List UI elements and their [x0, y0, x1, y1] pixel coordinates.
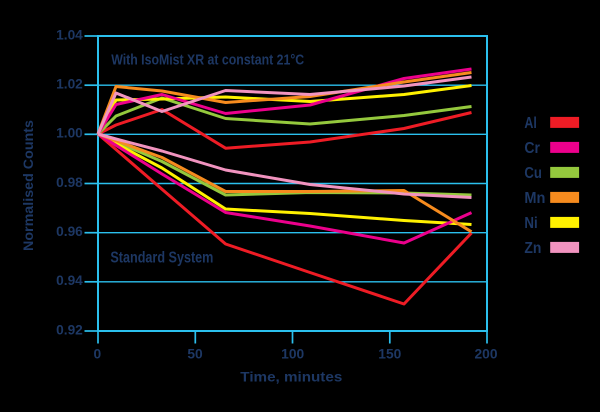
svg-text:1.04: 1.04 — [56, 27, 83, 42]
svg-text:Ni: Ni — [524, 215, 537, 232]
svg-text:150: 150 — [378, 346, 401, 361]
svg-text:With IsoMist XR at constant 21: With IsoMist XR at constant 21°C — [111, 53, 304, 69]
svg-text:50: 50 — [187, 346, 203, 361]
svg-text:1.00: 1.00 — [56, 126, 83, 141]
svg-text:0.94: 0.94 — [56, 273, 83, 288]
svg-text:0: 0 — [93, 346, 101, 361]
svg-text:Standard System: Standard System — [110, 250, 213, 267]
svg-text:Normalised Counts: Normalised Counts — [21, 120, 36, 251]
svg-text:1.02: 1.02 — [56, 77, 83, 92]
svg-text:Zn: Zn — [524, 240, 541, 257]
svg-text:0.98: 0.98 — [56, 175, 83, 190]
svg-text:200: 200 — [474, 346, 497, 361]
svg-text:0.96: 0.96 — [56, 224, 83, 239]
svg-text:100: 100 — [281, 346, 304, 361]
svg-text:Mn: Mn — [524, 190, 545, 207]
svg-text:Cr: Cr — [524, 140, 540, 157]
svg-text:Al: Al — [524, 115, 537, 132]
svg-text:Time, minutes: Time, minutes — [240, 369, 342, 384]
svg-text:Cu: Cu — [524, 165, 542, 182]
svg-text:0.92: 0.92 — [56, 322, 83, 337]
